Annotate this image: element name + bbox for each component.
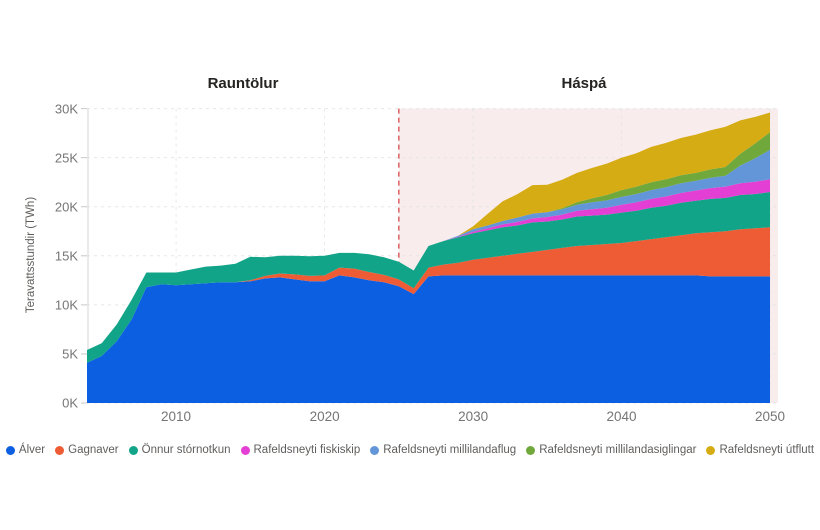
legend-item-rafeldsneyti-millilandasiglingar[interactable]: Rafeldsneyti millilandasiglingar [526, 444, 696, 456]
area-series-2[interactable] [87, 192, 770, 363]
ytick-label-0k: 0K [62, 395, 78, 411]
legend-dot-onnur-stornotkun [128, 445, 138, 455]
area-series-3[interactable] [87, 179, 770, 350]
forecast-section-title: Háspá [561, 75, 607, 92]
ytick-label-10k: 10K [54, 297, 78, 313]
xtick-label-2050: 2050 [754, 409, 786, 424]
legend: Álver Gagnaver Önnur stórnotkun Rafeldsn… [0, 441, 820, 459]
legend-item-rafeldsneyti-fiskiskip[interactable]: Rafeldsneyti fiskiskip [240, 444, 360, 456]
xtick-label-2030: 2030 [458, 409, 489, 424]
area-series-6[interactable] [87, 112, 770, 351]
legend-item-alver[interactable]: Álver [5, 444, 45, 456]
xtick-label-2020: 2020 [309, 409, 340, 424]
legend-dot-alver [5, 445, 15, 455]
ytick-label-5k: 5K [62, 346, 78, 362]
ytick-label-20k: 20K [54, 199, 78, 215]
legend-item-gagnaver[interactable]: Gagnaver [55, 444, 119, 456]
legend-item-rafeldsneyti-utflutt[interactable]: Rafeldsneyti útflutt [706, 444, 814, 456]
ytick-label-25k: 25K [54, 150, 78, 166]
xtick-label-2010: 2010 [160, 409, 192, 424]
legend-dot-rafeldsneyti-millilandasiglingar [526, 445, 536, 455]
legend-dot-rafeldsneyti-utflutt [706, 445, 716, 455]
area-series-1[interactable] [87, 227, 770, 363]
ytick-label-15k: 15K [54, 248, 78, 264]
ytick-label-30k: 30K [54, 101, 78, 117]
legend-item-onnur-stornotkun[interactable]: Önnur stórnotkun [128, 444, 231, 456]
legend-item-rafeldsneyti-millilandaflug[interactable]: Rafeldsneyti millilandaflug [370, 444, 516, 456]
legend-dot-rafeldsneyti-millilandaflug [370, 445, 380, 455]
xtick-label-2040: 2040 [606, 409, 637, 424]
legend-dot-gagnaver [55, 445, 65, 455]
area-series-0[interactable] [87, 275, 770, 403]
actuals-section-title: Rauntölur [207, 75, 279, 92]
legend-dot-rafeldsneyti-fiskiskip [240, 445, 250, 455]
